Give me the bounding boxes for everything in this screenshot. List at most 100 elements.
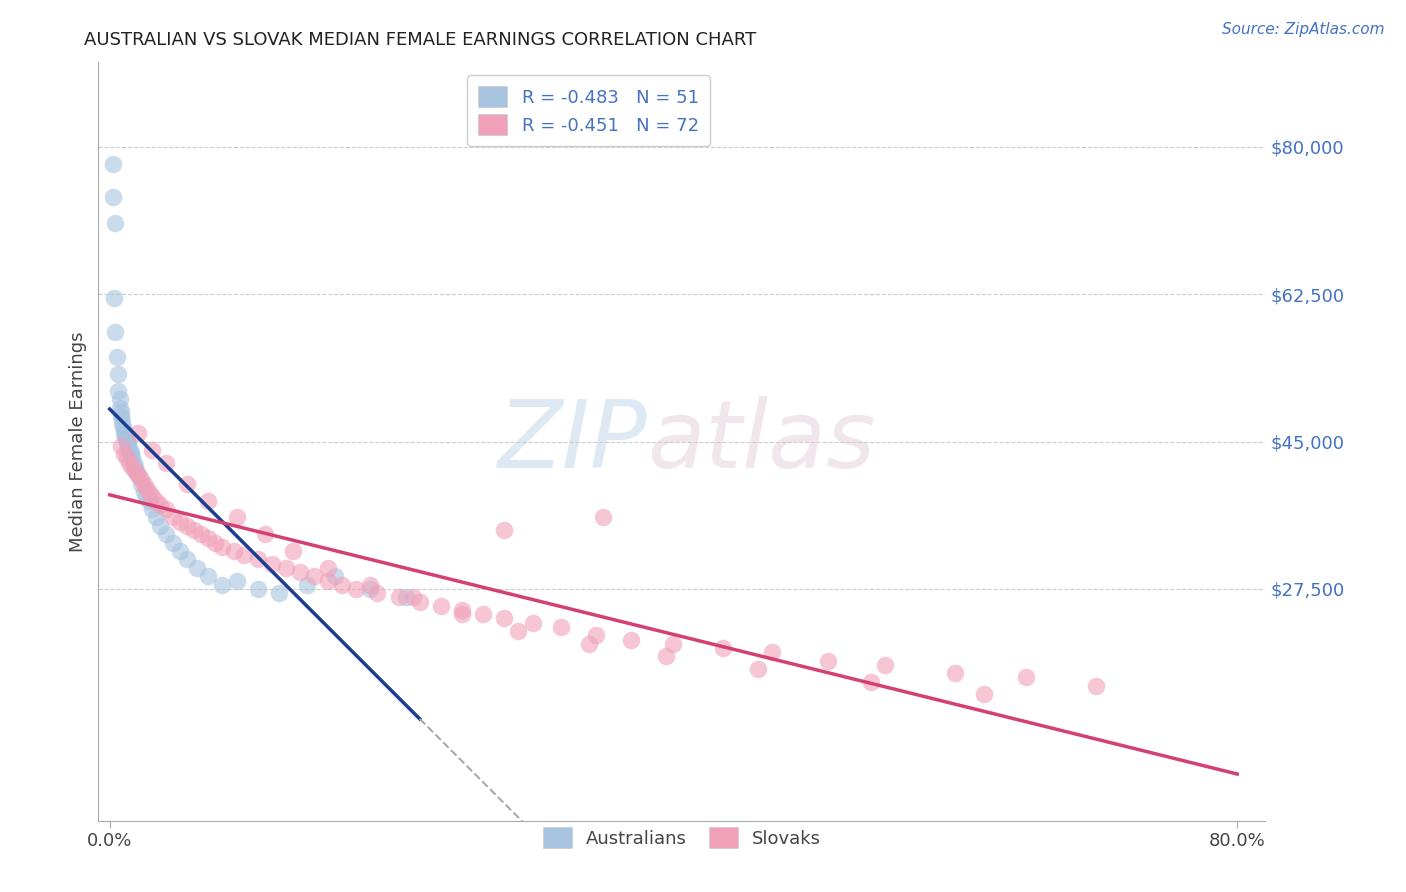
Point — [115, 451, 138, 466]
Point — [232, 548, 254, 563]
Point — [121, 459, 143, 474]
Point — [135, 489, 157, 503]
Point — [176, 552, 198, 566]
Point — [145, 493, 167, 508]
Point — [711, 640, 734, 655]
Point — [222, 544, 245, 558]
Point — [112, 422, 135, 436]
Point — [359, 578, 381, 592]
Point — [225, 510, 247, 524]
Point — [120, 447, 142, 461]
Point — [197, 569, 219, 583]
Point — [114, 430, 136, 444]
Point — [330, 578, 353, 592]
Point — [316, 561, 339, 575]
Point — [472, 607, 495, 622]
Point — [110, 439, 132, 453]
Point — [169, 544, 191, 558]
Point — [655, 649, 678, 664]
Point — [112, 426, 135, 441]
Point — [141, 489, 163, 503]
Point — [578, 637, 600, 651]
Point — [451, 603, 474, 617]
Point — [101, 156, 124, 170]
Point — [111, 417, 134, 432]
Point — [112, 447, 135, 461]
Point — [176, 476, 198, 491]
Point — [107, 367, 129, 381]
Point — [550, 620, 572, 634]
Point — [110, 409, 132, 424]
Point — [253, 527, 276, 541]
Point — [316, 574, 339, 588]
Point — [817, 654, 839, 668]
Point — [522, 615, 544, 630]
Text: atlas: atlas — [647, 396, 875, 487]
Point — [101, 190, 124, 204]
Point — [104, 325, 127, 339]
Point — [141, 502, 163, 516]
Point — [176, 518, 198, 533]
Point — [388, 591, 411, 605]
Point — [183, 523, 205, 537]
Point — [117, 436, 139, 450]
Point — [585, 628, 607, 642]
Point — [138, 493, 160, 508]
Point — [115, 434, 138, 449]
Point — [138, 485, 160, 500]
Point — [197, 493, 219, 508]
Point — [1085, 679, 1108, 693]
Point — [129, 473, 152, 487]
Point — [366, 586, 388, 600]
Point — [120, 444, 142, 458]
Point — [190, 527, 212, 541]
Point — [246, 552, 269, 566]
Point — [108, 401, 131, 415]
Point — [110, 405, 132, 419]
Point — [132, 485, 155, 500]
Y-axis label: Median Female Earnings: Median Female Earnings — [69, 331, 87, 552]
Point — [1015, 670, 1038, 684]
Text: AUSTRALIAN VS SLOVAK MEDIAN FEMALE EARNINGS CORRELATION CHART: AUSTRALIAN VS SLOVAK MEDIAN FEMALE EARNI… — [84, 31, 756, 49]
Point — [295, 578, 318, 592]
Point — [323, 569, 346, 583]
Point — [125, 464, 148, 478]
Legend: Australians, Slovaks: Australians, Slovaks — [534, 818, 830, 857]
Point — [430, 599, 453, 613]
Point — [107, 384, 129, 398]
Point — [260, 557, 283, 571]
Point — [620, 632, 643, 647]
Point — [186, 561, 208, 575]
Point — [105, 351, 128, 365]
Point — [494, 611, 516, 625]
Point — [662, 637, 685, 651]
Point — [211, 578, 233, 592]
Point — [943, 666, 966, 681]
Point — [115, 433, 138, 447]
Point — [344, 582, 367, 596]
Point — [274, 561, 297, 575]
Point — [127, 468, 149, 483]
Point — [204, 535, 226, 549]
Point — [873, 657, 896, 672]
Point — [108, 392, 131, 407]
Point — [359, 582, 381, 596]
Text: ZIP: ZIP — [498, 396, 647, 487]
Point — [124, 459, 146, 474]
Point — [592, 510, 614, 524]
Point — [135, 481, 157, 495]
Point — [155, 456, 177, 470]
Point — [281, 544, 304, 558]
Point — [246, 582, 269, 596]
Point — [103, 291, 125, 305]
Point — [395, 591, 418, 605]
Point — [162, 535, 184, 549]
Point — [132, 476, 155, 491]
Point — [155, 527, 177, 541]
Point — [225, 574, 247, 588]
Point — [141, 442, 163, 457]
Point — [162, 510, 184, 524]
Point — [302, 569, 325, 583]
Point — [859, 674, 882, 689]
Point — [111, 413, 134, 427]
